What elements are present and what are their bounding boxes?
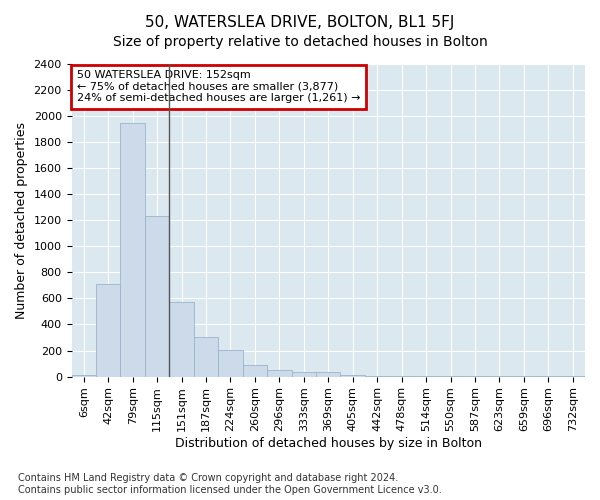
Text: Contains HM Land Registry data © Crown copyright and database right 2024.
Contai: Contains HM Land Registry data © Crown c… (18, 474, 442, 495)
Bar (292, 372, 316, 376)
Bar (218, 350, 242, 376)
Bar (121, 122, 145, 376)
Y-axis label: Number of detached properties: Number of detached properties (15, 122, 28, 319)
Bar (242, 365, 267, 376)
Bar (96, 284, 121, 376)
Text: 50, WATERSLEA DRIVE, BOLTON, BL1 5FJ: 50, WATERSLEA DRIVE, BOLTON, BL1 5FJ (145, 15, 455, 30)
Bar (194, 337, 218, 376)
Text: Size of property relative to detached houses in Bolton: Size of property relative to detached ho… (113, 35, 487, 49)
X-axis label: Distribution of detached houses by size in Bolton: Distribution of detached houses by size … (175, 437, 482, 450)
Bar (340, 374, 365, 376)
Text: 50 WATERSLEA DRIVE: 152sqm
← 75% of detached houses are smaller (3,877)
24% of s: 50 WATERSLEA DRIVE: 152sqm ← 75% of deta… (77, 70, 360, 104)
Bar (71, 374, 96, 376)
Bar (316, 372, 340, 376)
Bar (145, 216, 169, 376)
Bar (169, 302, 194, 376)
Bar (267, 370, 292, 376)
